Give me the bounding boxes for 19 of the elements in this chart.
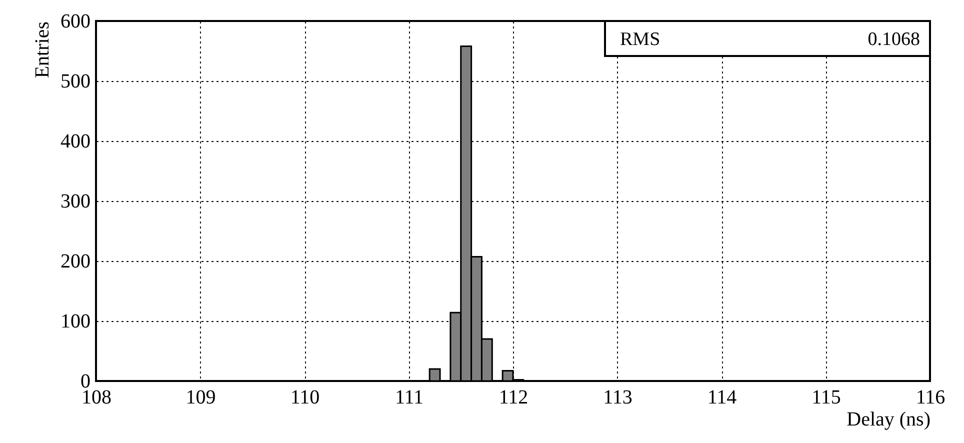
x-tick-label: 114 (707, 386, 737, 408)
x-axis-title: Delay (ns) (846, 408, 930, 430)
y-tick-label: 400 (60, 130, 90, 152)
x-tick-label: 111 (394, 386, 424, 408)
y-tick-label: 300 (60, 190, 90, 212)
x-tick-label: 113 (603, 386, 632, 408)
x-tick-label: 108 (82, 386, 112, 408)
x-tick-label: 110 (290, 386, 320, 408)
annotation: RMS (620, 29, 660, 50)
annotation: 0.1068 (868, 29, 920, 50)
y-tick-label: 500 (60, 70, 90, 92)
x-tick-label: 112 (498, 386, 528, 408)
y-tick-label: 100 (60, 310, 90, 332)
y-axis-title: Entries (32, 21, 54, 78)
y-tick-label: 600 (60, 10, 90, 32)
x-tick-label: 115 (812, 386, 841, 408)
x-tick-label: 109 (186, 386, 216, 408)
x-tick-label: 116 (916, 386, 946, 408)
y-tick-label: 200 (60, 250, 90, 272)
